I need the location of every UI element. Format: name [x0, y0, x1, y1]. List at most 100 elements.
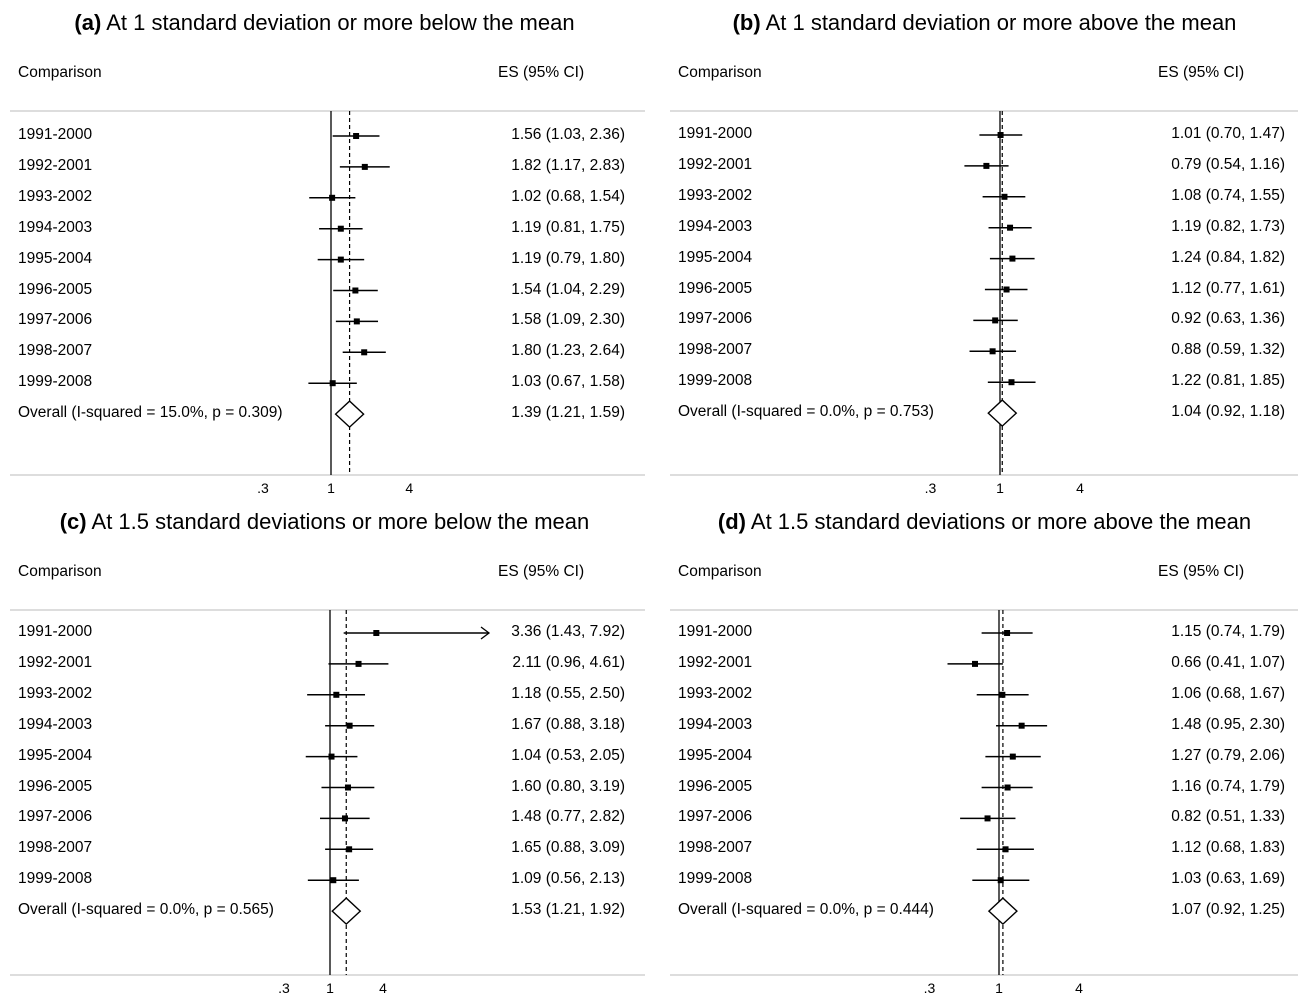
- point-estimate: [344, 784, 351, 791]
- row-effect-size: 1.65 (0.88, 3.09): [511, 839, 625, 857]
- column-header-comparison: Comparison: [18, 563, 102, 580]
- row-label: 1999-2008: [678, 372, 753, 390]
- point-estimate: [992, 317, 999, 324]
- point-estimate: [997, 877, 1004, 884]
- x-tick-label: 4: [1076, 480, 1084, 496]
- overall-effect-size: 1.39 (1.21, 1.59): [511, 404, 625, 422]
- row-label: 1998-2007: [18, 839, 93, 857]
- row-effect-size: 1.19 (0.79, 1.80): [511, 249, 625, 267]
- row-effect-size: 1.16 (0.74, 1.79): [1171, 777, 1285, 795]
- row-label: 1991-2000: [18, 126, 93, 143]
- point-estimate: [361, 163, 368, 170]
- forest-plot-svg: .3 1 4: [670, 609, 1298, 996]
- forest-panel-a: (a) At 1 standard deviation or more belo…: [0, 0, 649, 499]
- point-estimate: [353, 318, 360, 325]
- row-label: 1995-2004: [678, 248, 753, 266]
- overall-effect-size: 1.04 (0.92, 1.18): [1171, 403, 1285, 421]
- point-estimate: [373, 630, 380, 636]
- point-estimate: [1001, 193, 1008, 200]
- row-label: 1992-2001: [18, 653, 93, 671]
- forest-plot-svg: .3 1 4: [10, 609, 645, 996]
- point-estimate: [1002, 846, 1009, 853]
- row-effect-size: 1.12 (0.77, 1.61): [1171, 279, 1285, 297]
- x-tick-label: .3: [278, 980, 290, 996]
- row-effect-size: 1.56 (1.03, 2.36): [511, 126, 625, 143]
- panel-title: (c) At 1.5 standard deviations or more b…: [0, 509, 649, 535]
- row-effect-size: 0.92 (0.63, 1.36): [1171, 310, 1285, 328]
- row-label: 1994-2003: [678, 715, 753, 733]
- forest-plot-svg: .3 1 4: [10, 110, 645, 496]
- x-tick-label: .3: [257, 480, 269, 496]
- point-estimate: [984, 815, 991, 822]
- row-label: 1997-2006: [18, 311, 93, 329]
- forest-panel-c: (c) At 1.5 standard deviations or more b…: [0, 499, 649, 998]
- x-tick-label: 4: [405, 480, 413, 496]
- x-tick-label: .3: [924, 980, 936, 996]
- x-tick-label: .3: [925, 480, 937, 496]
- row-effect-size: 1.03 (0.67, 1.58): [511, 373, 625, 391]
- row-effect-size: 1.12 (0.68, 1.83): [1171, 839, 1285, 857]
- point-estimate: [971, 660, 978, 667]
- point-estimate: [989, 348, 996, 355]
- point-estimate: [361, 349, 368, 356]
- point-estimate: [337, 256, 344, 263]
- row-label: 1998-2007: [678, 341, 753, 359]
- overall-label: Overall (I-squared = 0.0%, p = 0.753): [678, 403, 934, 421]
- x-tick-label: 4: [379, 980, 387, 996]
- point-estimate: [353, 133, 360, 139]
- row-effect-size: 1.60 (0.80, 3.19): [511, 777, 625, 795]
- point-estimate: [329, 380, 336, 387]
- row-label: 1999-2008: [18, 870, 93, 888]
- overall-effect-size: 1.07 (0.92, 1.25): [1171, 901, 1285, 919]
- forest-panel-d: (d) At 1.5 standard deviations or more a…: [660, 499, 1298, 998]
- column-header-comparison: Comparison: [678, 64, 762, 81]
- row-label: 1991-2000: [678, 125, 753, 142]
- x-tick-label: 1: [327, 480, 335, 496]
- row-label: 1995-2004: [18, 746, 93, 764]
- column-header-es: ES (95% CI): [498, 563, 585, 580]
- overall-diamond: [331, 897, 362, 926]
- point-estimate: [328, 753, 335, 760]
- panel-title-text: At 1 standard deviation or more below th…: [106, 10, 575, 35]
- row-effect-size: 0.79 (0.54, 1.16): [1171, 155, 1285, 173]
- forest-plot-svg: .3 1 4: [670, 110, 1298, 496]
- row-label: 1993-2002: [678, 684, 753, 702]
- row-label: 1999-2008: [18, 373, 93, 391]
- row-label: 1994-2003: [18, 715, 93, 733]
- row-label: 1997-2006: [678, 310, 753, 328]
- point-estimate: [1018, 722, 1025, 729]
- point-estimate: [1004, 630, 1011, 636]
- point-estimate: [329, 194, 336, 201]
- row-effect-size: 1.18 (0.55, 2.50): [511, 684, 625, 702]
- row-effect-size: 0.88 (0.59, 1.32): [1171, 341, 1285, 359]
- overall-label: Overall (I-squared = 0.0%, p = 0.565): [18, 901, 274, 919]
- row-label: 1993-2002: [18, 187, 93, 205]
- panel-title-letter: (c): [59, 509, 87, 534]
- row-effect-size: 1.67 (0.88, 3.18): [511, 715, 625, 733]
- overall-diamond: [334, 400, 365, 429]
- row-label: 1992-2001: [678, 653, 753, 671]
- row-effect-size: 1.24 (0.84, 1.82): [1171, 248, 1285, 266]
- point-estimate: [1004, 784, 1011, 791]
- row-effect-size: 1.48 (0.95, 2.30): [1171, 715, 1285, 733]
- row-label: 1991-2000: [678, 623, 753, 640]
- row-effect-size: 0.82 (0.51, 1.33): [1171, 808, 1285, 826]
- x-tick-label: 1: [995, 980, 1003, 996]
- panel-title-text: At 1.5 standard deviations or more above…: [750, 509, 1252, 534]
- column-header-es: ES (95% CI): [1158, 563, 1245, 580]
- point-estimate: [346, 846, 353, 853]
- row-effect-size: 1.48 (0.77, 2.82): [511, 808, 625, 826]
- row-label: 1996-2005: [18, 777, 93, 795]
- column-header-comparison: Comparison: [678, 563, 762, 580]
- overall-label: Overall (I-squared = 0.0%, p = 0.444): [678, 901, 934, 919]
- row-effect-size: 2.11 (0.96, 4.61): [512, 653, 625, 671]
- row-label: 1997-2006: [18, 808, 93, 826]
- row-effect-size: 1.19 (0.81, 1.75): [511, 218, 625, 236]
- x-tick-label: 4: [1075, 980, 1083, 996]
- row-label: 1996-2005: [678, 279, 753, 297]
- row-effect-size: 3.36 (1.43, 7.92): [511, 623, 625, 640]
- panel-title: (d) At 1.5 standard deviations or more a…: [660, 509, 1298, 535]
- point-estimate: [1007, 224, 1014, 231]
- x-tick-label: 1: [326, 980, 334, 996]
- row-label: 1991-2000: [18, 623, 93, 640]
